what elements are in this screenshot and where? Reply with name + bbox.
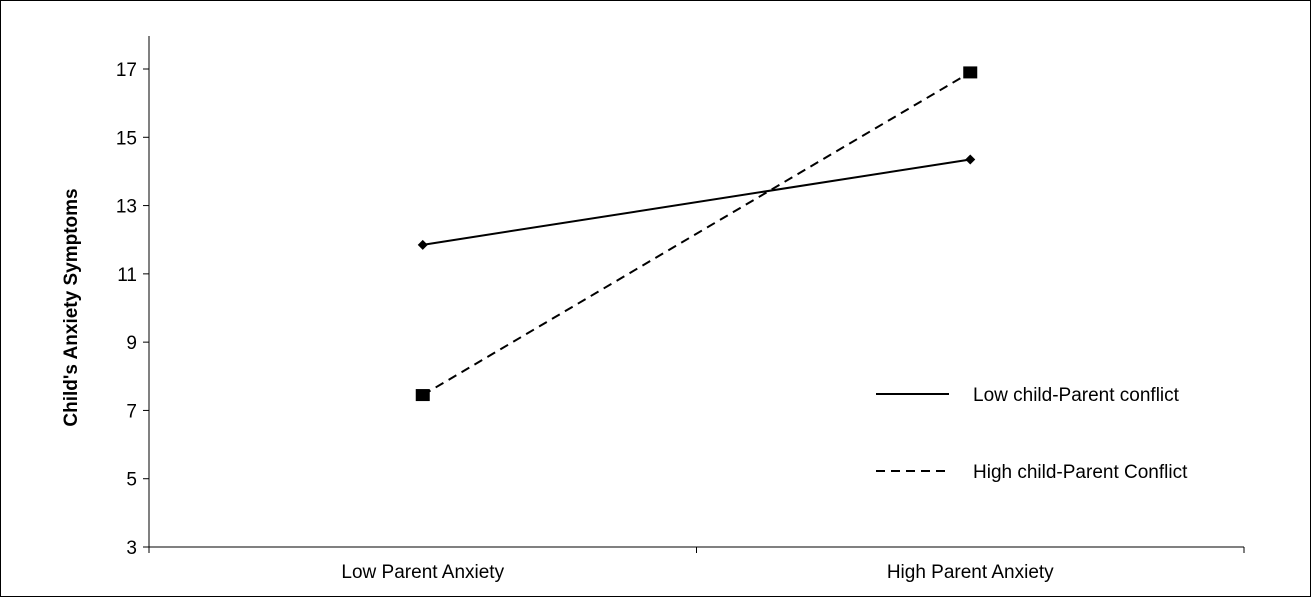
series-line [422,71,971,396]
y-tick-label: 11 [117,265,137,286]
y-axis-title: Child's Anxiety Symptoms [61,188,82,426]
data-point-diamond [417,239,428,250]
y-ticks: 3 5 7 9 11 13 15 17 [116,60,149,559]
legend: Low child-Parent conflict High child-Pare… [876,385,1188,483]
series-layer [415,66,978,402]
legend-label: Low child-Parent conflict [973,385,1180,406]
data-point-square [963,66,978,79]
y-tick-label: 7 [126,401,137,422]
y-tick-label: 3 [126,538,137,559]
y-tick-label: 15 [116,128,137,149]
x-ticks: Low Parent Anxiety High Parent Anxiety [148,547,1245,583]
legend-label: High child-Parent Conflict [973,462,1188,483]
x-tick-label: Low Parent Anxiety [341,562,504,583]
y-tick-label: 5 [126,470,137,491]
data-point-square [415,389,430,402]
x-tick-label: High Parent Anxiety [887,562,1054,583]
y-tick-label: 17 [116,60,137,81]
y-tick-label: 13 [116,197,137,218]
series-line [422,158,971,246]
y-tick-label: 9 [126,333,137,354]
data-point-diamond [965,154,976,165]
